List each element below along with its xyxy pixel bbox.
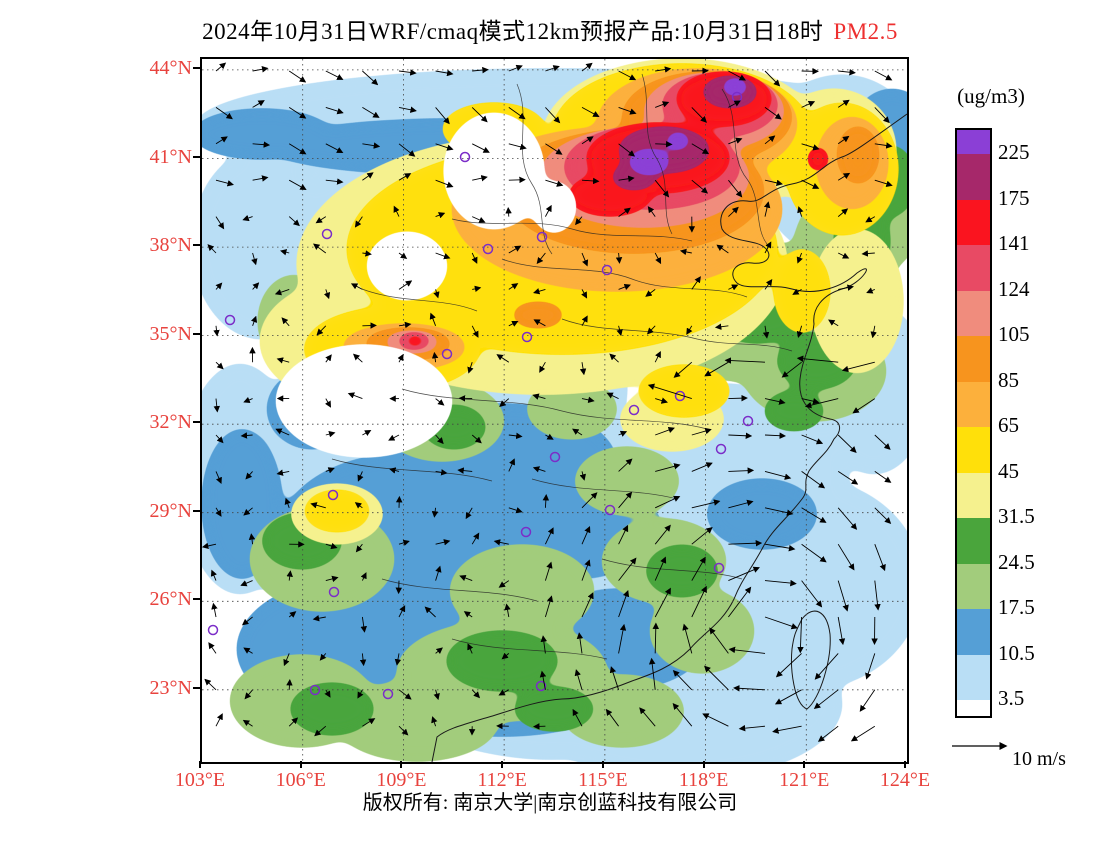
lat-tick-label: 23°N bbox=[149, 676, 192, 699]
axis-tick bbox=[601, 761, 604, 768]
station-marker bbox=[459, 151, 471, 163]
lon-tick-label: 103°E bbox=[174, 769, 226, 791]
station-marker bbox=[382, 688, 394, 700]
station-marker bbox=[441, 348, 453, 360]
axis-tick bbox=[193, 598, 200, 601]
axis-tick bbox=[501, 761, 504, 768]
lon-tick-label: 109°E bbox=[376, 769, 427, 791]
lat-tick-label: 35°N bbox=[149, 322, 192, 345]
lat-tick-label: 32°N bbox=[149, 411, 192, 434]
wind-scale-label: 10 m/s bbox=[1012, 748, 1066, 770]
colorbar-band bbox=[957, 381, 990, 427]
field-layer-clear-holes bbox=[276, 113, 576, 457]
colorbar-tick-label: 141 bbox=[998, 231, 1030, 255]
colorbar-band bbox=[957, 427, 990, 473]
page-title: 2024年10月31日WRF/cmaq模式12km预报产品:10月31日18时 P… bbox=[0, 12, 1100, 46]
station-marker bbox=[601, 264, 613, 276]
lat-tick-label: 29°N bbox=[149, 499, 192, 522]
colorbar-tick-label: 10.5 bbox=[998, 640, 1035, 665]
axis-tick bbox=[299, 761, 302, 768]
colorbar-band bbox=[957, 609, 990, 655]
station-marker bbox=[549, 451, 561, 463]
colorbar-band bbox=[957, 654, 990, 700]
axis-tick bbox=[193, 244, 200, 247]
lon-tick-label: 112°E bbox=[477, 769, 527, 791]
wind-vector-field bbox=[202, 62, 893, 742]
map-canvas bbox=[202, 59, 907, 762]
axis-tick bbox=[193, 66, 200, 69]
copyright-footer: 版权所有: 南京大学|南京创蓝科技有限公司 bbox=[362, 792, 738, 814]
colorbar-tick-label: 31.5 bbox=[998, 504, 1035, 528]
colorbar-tick-label: 24.5 bbox=[998, 549, 1035, 574]
colorbar-tick-label: 124 bbox=[998, 276, 1030, 301]
station-marker bbox=[482, 243, 494, 255]
lon-tick-label: 118°E bbox=[678, 769, 729, 791]
axis-tick bbox=[702, 761, 705, 768]
axis-tick bbox=[193, 332, 200, 335]
station-marker bbox=[628, 404, 640, 416]
colorbar-tick-label: 3.5 bbox=[998, 686, 1025, 710]
station-marker bbox=[715, 443, 727, 455]
station-marker bbox=[536, 231, 548, 243]
colorbar-tick-label: 85 bbox=[998, 367, 1019, 392]
lon-tick-label: 124°E bbox=[879, 769, 931, 791]
axis-tick bbox=[193, 686, 200, 689]
colorbar-tick-label: 175 bbox=[998, 185, 1030, 210]
colorbar-band bbox=[957, 472, 990, 518]
colorbar bbox=[955, 128, 992, 718]
pm25-field bbox=[202, 59, 907, 762]
station-marker bbox=[207, 624, 219, 636]
station-marker bbox=[328, 586, 340, 598]
station-marker bbox=[327, 489, 339, 501]
colorbar-band bbox=[957, 130, 990, 154]
lat-tick-label: 44°N bbox=[149, 56, 192, 79]
axis-tick bbox=[193, 155, 200, 158]
axis-tick bbox=[904, 761, 906, 768]
lon-tick-label: 106°E bbox=[275, 769, 326, 791]
wind-scale-arrow bbox=[952, 742, 1008, 750]
axis-tick bbox=[193, 421, 200, 424]
map-frame bbox=[200, 57, 909, 764]
colorbar-band bbox=[957, 336, 990, 382]
title-text: 2024年10月31日WRF/cmaq模式12km预报产品:10月31日18时 bbox=[202, 19, 824, 44]
graticule bbox=[202, 59, 907, 762]
colorbar-band bbox=[957, 154, 990, 200]
colorbar-tick-label: 45 bbox=[998, 458, 1019, 483]
station-marker bbox=[309, 684, 321, 696]
colorbar-band bbox=[957, 563, 990, 609]
station-marker bbox=[521, 331, 533, 343]
colorbar-unit-label: (ug/m3) bbox=[957, 84, 1025, 108]
station-marker bbox=[713, 562, 725, 574]
axis-tick bbox=[193, 509, 200, 512]
station-marker bbox=[604, 504, 616, 516]
colorbar-tick-label: 17.5 bbox=[998, 595, 1035, 619]
colorbar-band bbox=[957, 700, 990, 716]
colorbar-band bbox=[957, 245, 990, 291]
lat-tick-label: 41°N bbox=[149, 145, 192, 168]
station-marker bbox=[321, 228, 333, 240]
colorbar-tick-label: 225 bbox=[998, 140, 1030, 164]
axis-tick bbox=[199, 761, 201, 768]
lat-tick-label: 26°N bbox=[149, 588, 192, 611]
colorbar-tick-label: 105 bbox=[998, 322, 1030, 346]
lon-tick-label: 115°E bbox=[578, 769, 628, 791]
lon-tick-label: 121°E bbox=[779, 769, 830, 791]
station-marker bbox=[520, 526, 532, 538]
lat-tick-label: 38°N bbox=[149, 234, 192, 257]
title-species: PM2.5 bbox=[833, 19, 898, 44]
colorbar-band bbox=[957, 199, 990, 245]
colorbar-band bbox=[957, 518, 990, 564]
station-marker bbox=[742, 415, 754, 427]
coastline bbox=[431, 113, 907, 762]
station-marker bbox=[535, 680, 547, 692]
colorbar-tick-label: 65 bbox=[998, 413, 1019, 437]
colorbar-band bbox=[957, 290, 990, 336]
axis-tick bbox=[803, 761, 806, 768]
station-marker bbox=[224, 314, 236, 326]
axis-tick bbox=[400, 761, 403, 768]
